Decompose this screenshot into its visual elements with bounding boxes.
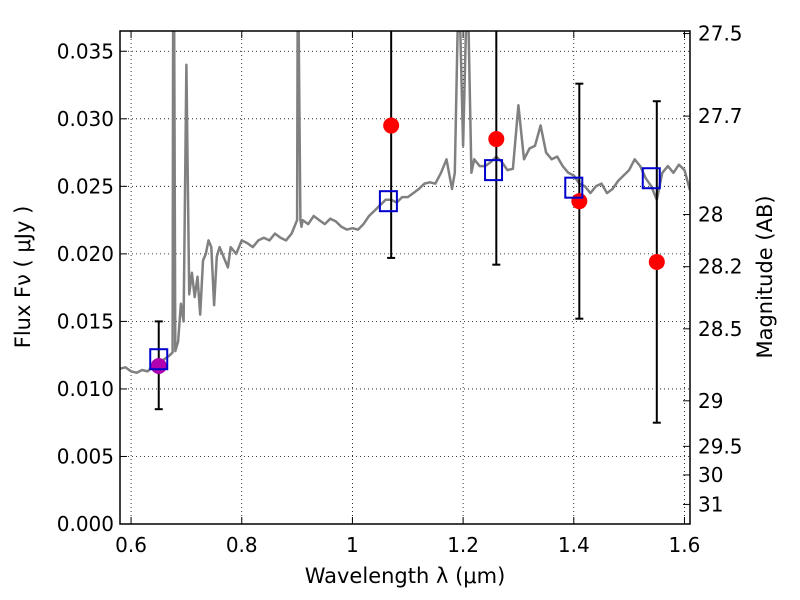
x-tick-label: 0.8 [226, 533, 258, 557]
y-tick-label: 0.030 [57, 107, 114, 131]
grid-lines [120, 31, 690, 525]
y2-tick-label: 29 [698, 389, 723, 413]
y2-axis-ticks: 27.5 27.7 28 28.2 28.5 29 29.5 30 31 [683, 22, 743, 516]
y-tick-label: 0.005 [57, 444, 114, 468]
y-tick-label: 0.000 [57, 512, 114, 536]
x-tick-label: 1 [346, 533, 359, 557]
model-square [378, 190, 398, 213]
y-tick-label: 0.020 [57, 242, 114, 266]
y2-tick-label: 29.5 [698, 434, 743, 458]
y-tick-label: 0.015 [57, 309, 114, 333]
y2-tick-label: 28 [698, 203, 723, 227]
model-square [641, 167, 661, 190]
x-tick-label: 0.6 [115, 533, 147, 557]
x-tick-label: 1.4 [558, 533, 590, 557]
y-tick-label: 0.025 [57, 174, 114, 198]
model-square [149, 348, 169, 371]
y2-axis-label: Magnitude (AB) [753, 195, 777, 358]
photometry-point [383, 117, 400, 134]
model-square [564, 176, 584, 199]
y-tick-label: 0.010 [57, 377, 114, 401]
model-square [484, 159, 504, 182]
y2-tick-label: 31 [698, 492, 723, 516]
y2-tick-label: 30 [698, 463, 723, 487]
photometry-point [571, 193, 588, 210]
x-axis-ticks: 0.6 0.8 1 1.2 1.4 1.6 [115, 31, 700, 557]
y-tick-label: 0.035 [57, 39, 114, 63]
y-axis-label: Flux Fν ( μJy ) [11, 206, 35, 349]
y-axis-ticks: 0.000 0.005 0.010 0.015 0.020 0.025 0.030 0.035 [57, 39, 127, 536]
photometry-point [488, 131, 505, 148]
x-tick-label: 1.2 [447, 533, 479, 557]
y2-tick-label: 28.2 [698, 255, 743, 279]
x-tick-label: 1.6 [669, 533, 701, 557]
y2-tick-label: 27.7 [698, 104, 743, 128]
y2-tick-label: 27.5 [698, 22, 743, 46]
y2-tick-label: 28.5 [698, 317, 743, 341]
photometry-point [150, 357, 167, 374]
photometry-point [648, 253, 665, 270]
x-axis-label: Wavelength λ (μm) [305, 564, 506, 588]
plot-frame [119, 30, 691, 525]
plot-area [120, 31, 690, 424]
